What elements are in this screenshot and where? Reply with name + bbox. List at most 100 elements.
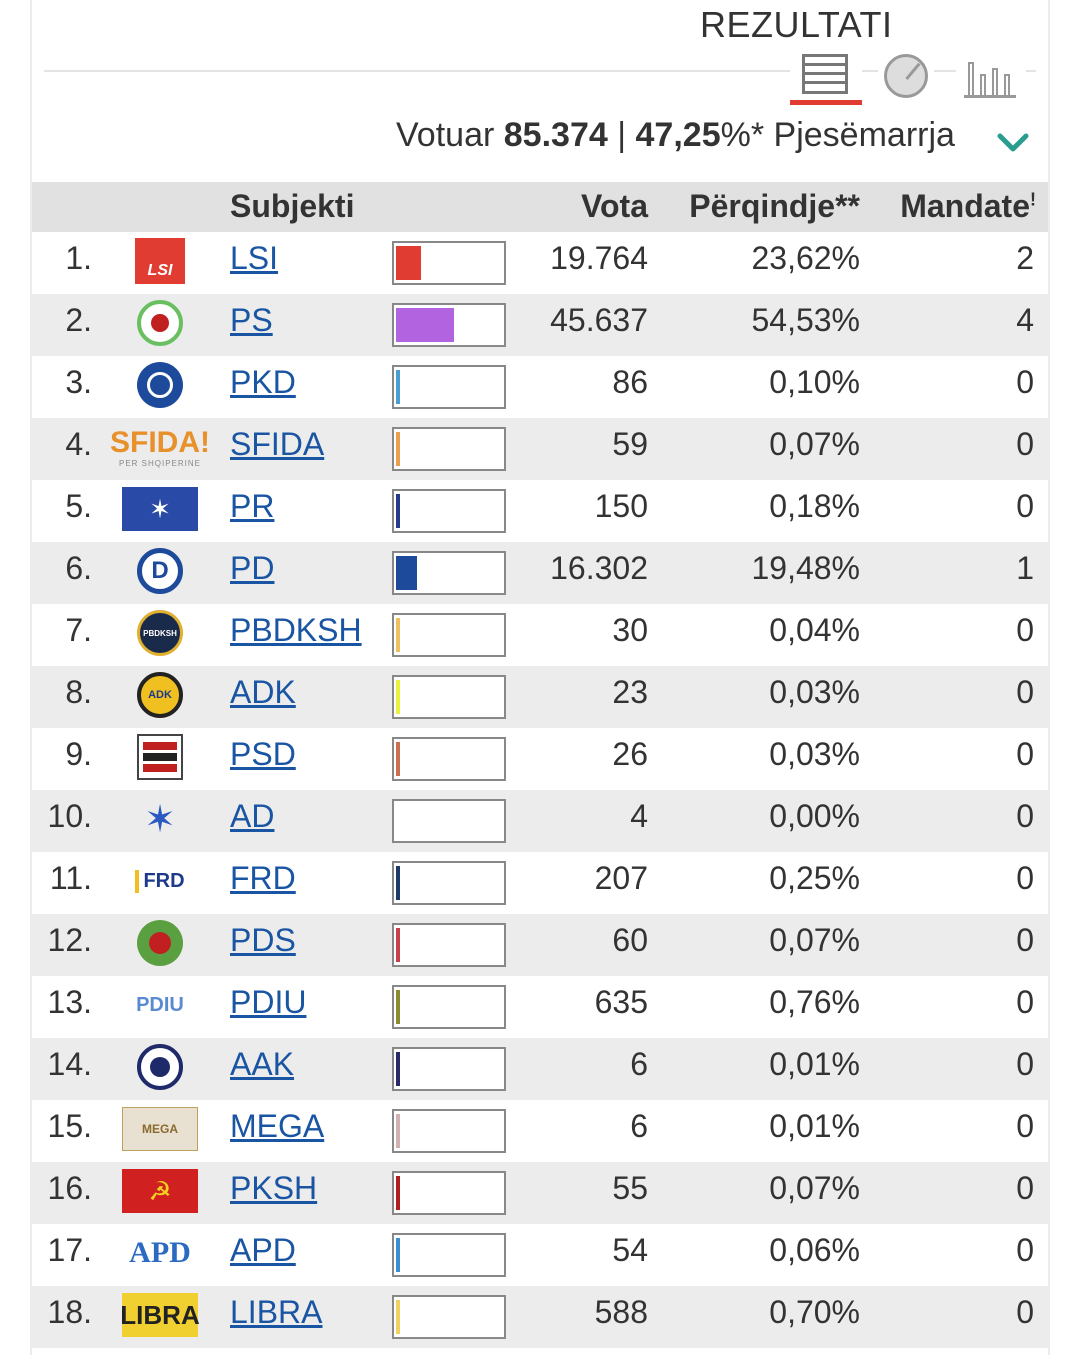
party-link[interactable]: MEGA [230, 1108, 325, 1144]
seats-value: 4 [1016, 302, 1034, 338]
seats-value: 2 [1016, 240, 1034, 276]
right-border [1048, 0, 1050, 1355]
rank: 2. [65, 302, 92, 338]
column-header-percent[interactable]: Përqindje** [689, 188, 860, 224]
party-link[interactable]: PDIU [230, 984, 307, 1020]
share-bar-fill [396, 308, 454, 342]
party-link[interactable]: PDS [230, 922, 296, 958]
table-row: 12. PDS 60 0,07% 0 [32, 914, 1048, 976]
seats-value: 0 [1016, 1108, 1034, 1144]
chevron-down-icon[interactable] [996, 126, 1030, 160]
rank: 11. [49, 860, 92, 896]
party-link[interactable]: AD [230, 798, 275, 834]
summary-separator: | [617, 116, 627, 154]
share-bar [392, 1233, 506, 1277]
share-bar-fill [396, 866, 400, 900]
votes-value: 55 [612, 1170, 648, 1206]
votes-value: 30 [612, 612, 648, 648]
party-link[interactable]: AAK [230, 1046, 295, 1082]
share-bar [392, 489, 506, 533]
share-bar [392, 799, 506, 843]
turnout-summary: Votuar 85.374 | 47,25%* Pjesëmarrja [396, 116, 996, 155]
rank: 10. [47, 798, 92, 834]
rank: 8. [65, 674, 92, 710]
party-link[interactable]: PBDKSH [230, 612, 362, 648]
party-link[interactable]: PSD [230, 736, 296, 772]
results-title: REZULTATI [700, 4, 893, 45]
column-header-subject[interactable]: Subjekti [230, 188, 355, 224]
seats-footnote-mark: ! [1030, 189, 1036, 210]
seats-value: 0 [1016, 1232, 1034, 1268]
votes-value: 19.764 [550, 240, 648, 276]
party-link[interactable]: LIBRA [230, 1294, 323, 1330]
percent-value: 19,48% [751, 550, 860, 586]
percent-value: 0,18% [769, 488, 860, 524]
turnout-label: Pjesëmarrja [773, 116, 955, 154]
percent-value: 0,07% [769, 922, 860, 958]
column-header-votes[interactable]: Vota [581, 188, 648, 224]
party-link[interactable]: ADK [230, 674, 296, 710]
column-header-seats[interactable]: Mandate! [900, 188, 1036, 225]
party-link[interactable]: PKD [230, 364, 296, 400]
party-link[interactable]: LSI [230, 240, 279, 276]
votes-value: 588 [594, 1294, 648, 1330]
seats-value: 0 [1016, 674, 1034, 710]
share-bar-fill [396, 1300, 400, 1334]
party-link[interactable]: PR [230, 488, 275, 524]
table-row: 3. PKD 86 0,10% 0 [32, 356, 1048, 418]
share-bar [392, 303, 506, 347]
party-link[interactable]: PS [230, 302, 273, 338]
pie-view-button[interactable] [878, 50, 934, 102]
table-view-button[interactable] [790, 48, 862, 106]
percent-value: 0,01% [769, 1046, 860, 1082]
party-link[interactable]: PKSH [230, 1170, 318, 1206]
voted-label: Votuar [396, 116, 495, 154]
table-view-icon [802, 54, 848, 94]
seats-value: 0 [1016, 984, 1034, 1020]
percent-value: 0,04% [769, 612, 860, 648]
percent-value: 0,06% [769, 1232, 860, 1268]
left-border [30, 0, 32, 1355]
votes-value: 86 [612, 364, 648, 400]
seats-value: 0 [1016, 1294, 1034, 1330]
percent-value: 0,07% [769, 1170, 860, 1206]
table-row: 10. ✶ AD 4 0,00% 0 [32, 790, 1048, 852]
seats-value: 0 [1016, 488, 1034, 524]
party-link[interactable]: FRD [230, 860, 296, 896]
votes-value: 26 [612, 736, 648, 772]
rank: 16. [47, 1170, 92, 1206]
party-link[interactable]: SFIDA [230, 426, 325, 462]
share-bar-fill [396, 1052, 400, 1086]
votes-value: 207 [594, 860, 648, 896]
rank: 15. [47, 1108, 92, 1144]
seats-value: 0 [1016, 860, 1034, 896]
pr-logo: ✶ [120, 484, 200, 534]
share-bar-fill [396, 1238, 400, 1272]
rank: 6. [65, 550, 92, 586]
results-table: Subjekti Vota Përqindje** Mandate! 1. LSI… [32, 182, 1048, 1348]
table-row: 11. FRD FRD 207 0,25% 0 [32, 852, 1048, 914]
table-row: 14. AAK 6 0,01% 0 [32, 1038, 1048, 1100]
party-link[interactable]: APD [230, 1232, 296, 1268]
share-bar-fill [396, 742, 400, 776]
rank: 7. [65, 612, 92, 648]
table-row: 17. APD APD 54 0,06% 0 [32, 1224, 1048, 1286]
pie-chart-icon [884, 54, 928, 98]
rank: 12. [47, 922, 92, 958]
rank: 9. [65, 736, 92, 772]
votes-value: 150 [594, 488, 648, 524]
party-link[interactable]: PD [230, 550, 275, 586]
libra-logo: LIBRA [120, 1290, 200, 1340]
bar-view-button[interactable] [956, 48, 1026, 100]
rank: 17. [47, 1232, 92, 1268]
seats-value: 0 [1016, 1170, 1034, 1206]
seats-value: 0 [1016, 612, 1034, 648]
pksh-logo: ☭ [120, 1166, 200, 1216]
table-body: 1. LSI LSI 19.764 23,62% 2 2. PS 45.637 54,53% 4 3.… [32, 232, 1048, 1348]
active-view-indicator [790, 100, 862, 105]
sfida-logo: SFIDA! PER SHQIPERINE [110, 425, 210, 468]
share-bar [392, 613, 506, 657]
share-bar-fill [396, 680, 400, 714]
votes-value: 23 [612, 674, 648, 710]
seats-value: 0 [1016, 736, 1034, 772]
